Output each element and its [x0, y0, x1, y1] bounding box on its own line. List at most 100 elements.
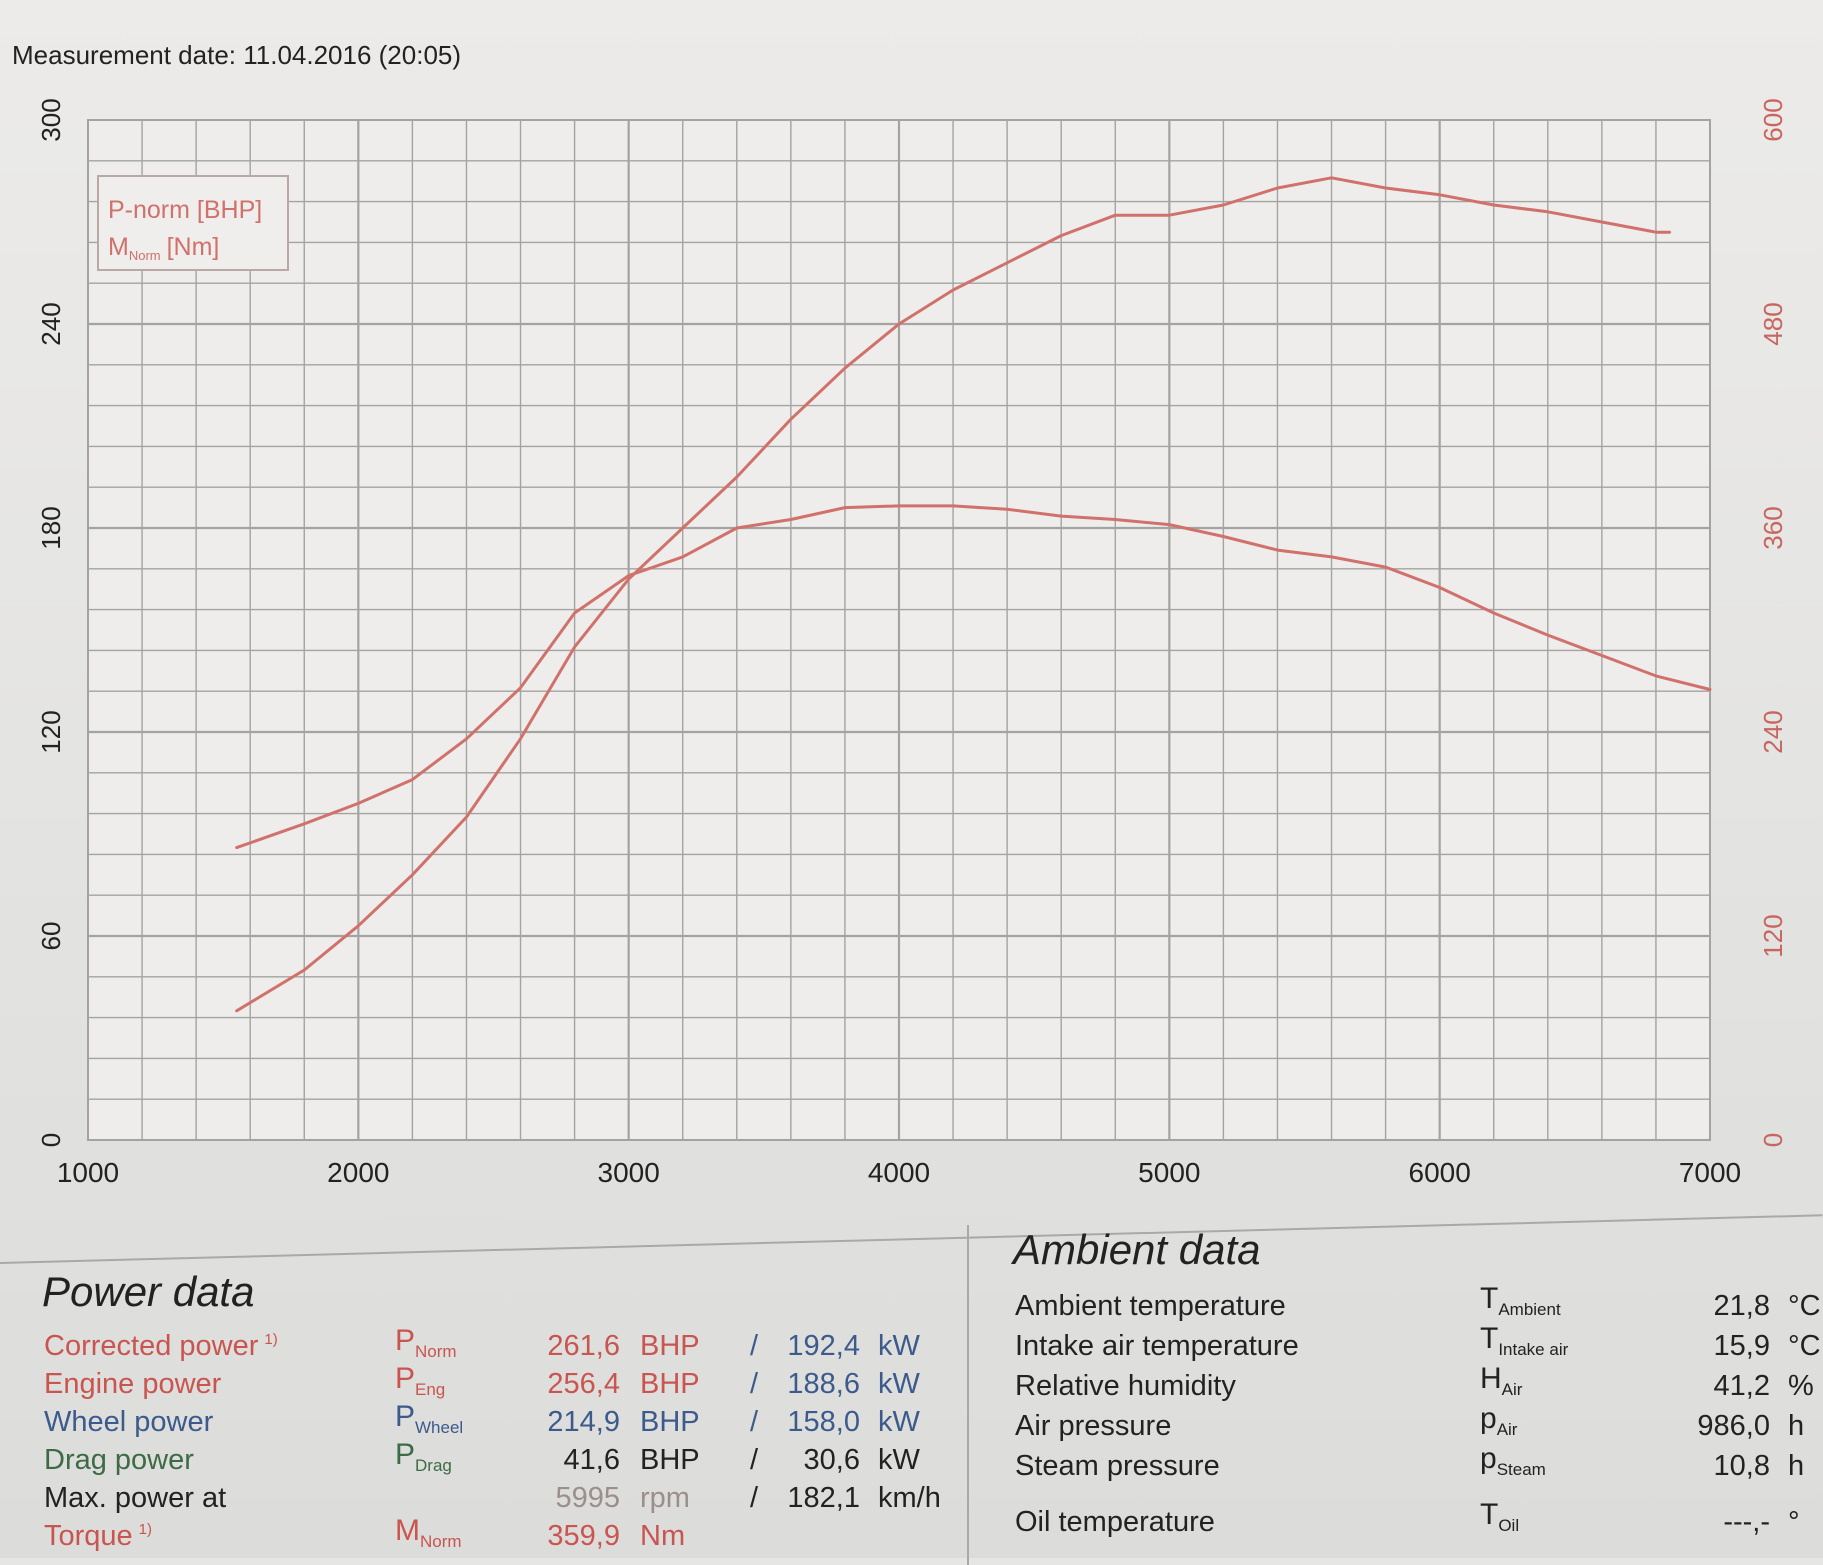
panel-divider	[967, 1225, 969, 1565]
power-row-value-2: 182,1	[787, 1482, 860, 1514]
power-row-label: Torque 1)	[44, 1520, 153, 1552]
y-right-tick-label: 240	[1758, 710, 1788, 753]
ambient-row-value: 986,0	[1697, 1410, 1770, 1442]
x-tick-label: 4000	[868, 1157, 930, 1188]
ambient-row-label: Ambient temperature	[1015, 1290, 1286, 1322]
ambient-row-symbol: pSteam	[1480, 1442, 1546, 1479]
power-row-value: 214,9	[547, 1406, 620, 1438]
ambient-row-label: Intake air temperature	[1015, 1330, 1299, 1362]
ambient-row-symbol: TOil	[1480, 1498, 1520, 1535]
power-row-label: Wheel power	[44, 1406, 214, 1438]
power-row-separator: /	[750, 1330, 759, 1362]
ambient-row-symbol: HAir	[1480, 1362, 1523, 1399]
ambient-row-value: 41,2	[1713, 1370, 1770, 1402]
y-right-axis-ticks: 0 120 240 360 480 600	[1758, 98, 1788, 1147]
panel-top-rule	[0, 1214, 1823, 1264]
x-axis-ticks: 1000 2000 3000 4000 5000 6000 7000	[57, 1157, 1741, 1188]
legend-torque-symbol: M	[108, 233, 129, 261]
ambient-row: Oil temperature TOil ---,- °	[0, 1498, 1823, 1546]
y-right-tick-label: 360	[1758, 506, 1788, 549]
y-right-tick-label: 120	[1758, 914, 1788, 957]
power-row: Max. power at 5995 rpm / 182,1 km/h	[0, 1482, 960, 1520]
y-right-tick-label: 0	[1758, 1133, 1788, 1147]
legend-torque: MNorm [Nm]	[108, 233, 219, 263]
power-row-value-2: 30,6	[803, 1444, 860, 1476]
power-row-label: Corrected power 1)	[44, 1330, 278, 1362]
x-tick-label: 2000	[327, 1157, 389, 1188]
power-row-value: 256,4	[547, 1368, 620, 1400]
x-tick-label: 3000	[598, 1157, 660, 1188]
ambient-row-value: 15,9	[1713, 1330, 1770, 1362]
legend-power: P-norm [BHP]	[108, 196, 262, 224]
ambient-row: Air pressure pAir 986,0 h	[0, 1402, 1823, 1450]
ambient-row-label: Relative humidity	[1015, 1370, 1236, 1402]
power-row: Wheel power PWheel 214,9 BHP / 158,0 kW	[0, 1400, 960, 1444]
power-row-unit: BHP	[640, 1330, 700, 1362]
ambient-row-value: ---,-	[1723, 1506, 1770, 1538]
x-tick-label: 1000	[57, 1157, 119, 1188]
power-row-unit-2: kW	[878, 1368, 920, 1400]
x-tick-label: 5000	[1138, 1157, 1200, 1188]
power-row-unit-2: km/h	[878, 1482, 941, 1514]
legend-torque-sub: Norm	[129, 248, 161, 263]
y-left-tick-label: 240	[36, 302, 66, 345]
power-row: Drag power PDrag 41,6 BHP / 30,6 kW	[0, 1438, 960, 1482]
ambient-row: Steam pressure pSteam 10,8 h	[0, 1442, 1823, 1490]
y-left-tick-label: 60	[36, 922, 66, 951]
power-row-unit-2: kW	[878, 1330, 920, 1362]
power-row-label: Drag power	[44, 1444, 194, 1476]
power-row-symbol: PDrag	[395, 1438, 452, 1475]
y-left-tick-label: 0	[36, 1133, 66, 1147]
power-row-label: Engine power	[44, 1368, 222, 1400]
ambient-row-unit: °	[1788, 1506, 1800, 1538]
ambient-row-label: Air pressure	[1015, 1410, 1172, 1442]
chart-curves	[235, 176, 1712, 1013]
power-row-separator: /	[750, 1482, 759, 1514]
ambient-row-unit: %	[1788, 1370, 1814, 1402]
power-row-symbol: PNorm	[395, 1324, 457, 1361]
y-left-tick-label: 120	[36, 710, 66, 753]
legend-box	[97, 175, 289, 271]
power-row-value: 41,6	[563, 1444, 620, 1476]
ambient-row: Intake air temperature TIntake air 15,9 °C	[0, 1322, 1823, 1370]
power-row: Torque 1) MNorm 359,9 Nm	[0, 1514, 960, 1558]
power-row-symbol: PWheel	[395, 1400, 464, 1437]
power-row-value: 5995	[555, 1482, 620, 1514]
ambient-row-unit: h	[1788, 1410, 1805, 1442]
y-left-tick-label: 180	[36, 506, 66, 549]
power-row-value-2: 188,6	[787, 1368, 860, 1400]
ambient-row-value: 10,8	[1713, 1450, 1770, 1482]
legend-torque-unit: [Nm]	[167, 233, 220, 261]
y-left-axis-ticks: 0 60 120 180 240 300	[36, 98, 66, 1147]
footnote-mark: 1)	[138, 1521, 153, 1539]
power-row: Corrected power 1) PNorm 261,6 BHP / 192,4 kW	[0, 1324, 960, 1368]
chart-legend: P-norm [BHP] MNorm [Nm]	[97, 175, 289, 271]
power-data-title: Power data	[42, 1268, 255, 1315]
chart-grid	[87, 119, 1711, 1141]
power-row: Engine power PEng 256,4 BHP / 188,6 kW	[0, 1362, 960, 1406]
ambient-row-symbol: TAmbient	[1480, 1282, 1561, 1319]
dyno-chart: 1000 2000 3000 4000 5000 6000 7000 06012018024…	[36, 98, 1788, 1188]
power-row-symbol: PEng	[395, 1362, 446, 1399]
power-row-unit: BHP	[640, 1444, 700, 1476]
x-tick-label: 7000	[1679, 1157, 1741, 1188]
ambient-row: Ambient temperature TAmbient 21,8 °C	[0, 1282, 1823, 1330]
power-row-symbol: MNorm	[395, 1514, 462, 1551]
ambient-row-unit: °C	[1788, 1290, 1821, 1322]
power-row-unit: rpm	[640, 1482, 690, 1514]
power-row-value-2: 158,0	[787, 1406, 860, 1438]
ambient-row-value: 21,8	[1713, 1290, 1770, 1322]
ambient-row-label: Oil temperature	[1015, 1506, 1215, 1538]
y-right-tick-label: 600	[1758, 98, 1788, 141]
x-tick-label: 6000	[1409, 1157, 1471, 1188]
footnote-mark: 1)	[264, 1331, 278, 1349]
power-row-value: 261,6	[547, 1330, 620, 1362]
power-row-unit-2: kW	[878, 1406, 920, 1438]
ambient-row-unit: °C	[1788, 1330, 1821, 1362]
power-row-value: 359,9	[547, 1520, 620, 1552]
power-row-unit: BHP	[640, 1406, 700, 1438]
ambient-row-symbol: pAir	[1480, 1402, 1518, 1439]
ambient-row: Relative humidity HAir 41,2%	[0, 1362, 1823, 1410]
power-row-value-2: 192,4	[787, 1330, 860, 1362]
